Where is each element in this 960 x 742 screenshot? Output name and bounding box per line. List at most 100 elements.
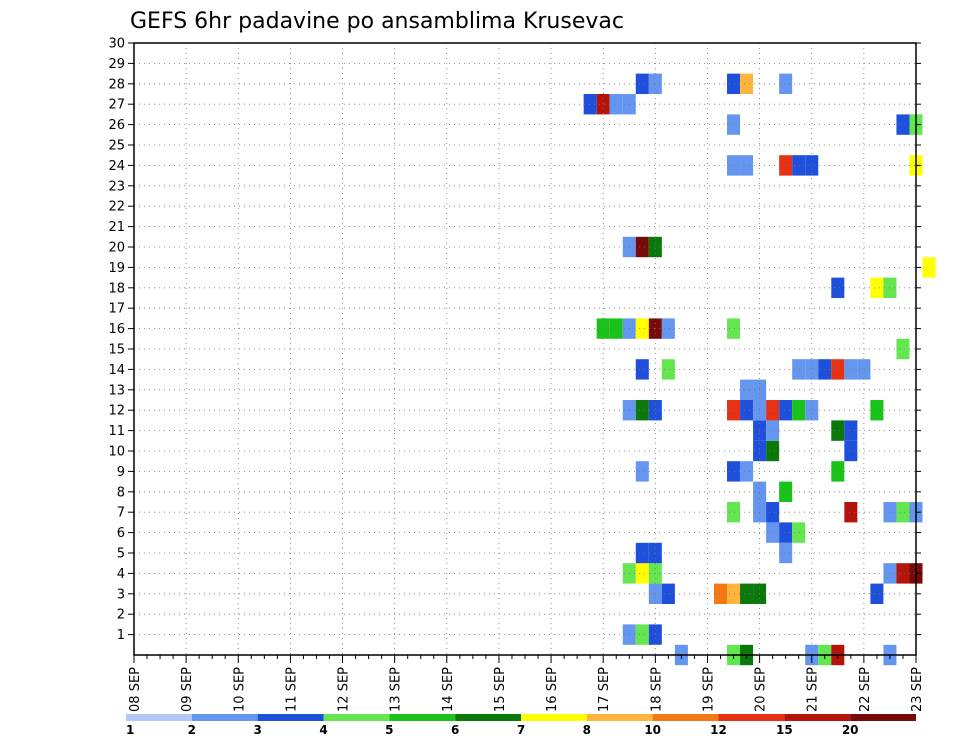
precip-cell (596, 94, 610, 115)
precip-cell (727, 318, 741, 339)
x-tick-label: 18 SEP (649, 667, 664, 712)
x-tick-label: 22 SEP (858, 667, 873, 712)
colorbar-label: 6 (451, 723, 459, 737)
precip-cell (779, 400, 793, 421)
y-tick-label: 17 (108, 302, 125, 317)
precip-cell (740, 155, 754, 176)
y-tick-label: 4 (117, 567, 125, 582)
y-tick-label: 24 (108, 159, 125, 174)
y-tick-label: 23 (108, 179, 125, 194)
precip-cell (661, 318, 675, 339)
precip-cell (635, 359, 649, 380)
y-tick-label: 22 (108, 200, 125, 215)
precip-cell (740, 461, 754, 482)
x-tick-label: 13 SEP (389, 667, 404, 712)
x-tick-label: 21 SEP (806, 667, 821, 712)
precip-cell (792, 400, 806, 421)
precip-cell (727, 583, 741, 604)
precip-cell (896, 338, 910, 360)
precip-cell (648, 624, 662, 645)
x-tick-label: 12 SEP (337, 667, 352, 712)
precip-cell (727, 114, 741, 135)
precip-cell (779, 522, 793, 543)
x-tick-label: 14 SEP (441, 667, 456, 712)
precip-cell (609, 318, 623, 339)
precip-cell (870, 400, 884, 421)
colorbar-segment (257, 714, 324, 721)
x-axis: 08 SEP 09 SEP 10 SEP 11 SEP 12 SEP 13 SEP 14 S… (128, 655, 925, 712)
precip-cell (896, 502, 910, 523)
x-tick-label: 17 SEP (597, 667, 612, 712)
colorbar-segment (191, 714, 258, 721)
y-tick-label: 5 (117, 547, 125, 562)
colorbar-segment (586, 714, 653, 721)
precip-cell (661, 359, 675, 380)
colorbar-label: 3 (253, 723, 261, 737)
precip-cell (635, 73, 649, 94)
y-tick-label: 10 (108, 445, 125, 460)
precip-cell (635, 461, 649, 482)
colorbar-label: 15 (776, 723, 793, 737)
colorbar-segment (389, 714, 456, 721)
precip-cell (792, 522, 806, 543)
precip-cell (779, 542, 793, 564)
y-tick-label: 20 (108, 241, 125, 256)
x-tick-label: 11 SEP (284, 667, 299, 712)
precip-cell (740, 583, 754, 604)
precip-cell (831, 359, 845, 380)
precip-cell (635, 563, 649, 584)
x-tick-label: 08 SEP (128, 667, 143, 712)
precip-cell (766, 440, 780, 462)
x-tick-label: 15 SEP (493, 667, 508, 712)
precip-cell (635, 624, 649, 645)
colorbar-label: 7 (517, 723, 525, 737)
colorbar-label: 2 (188, 723, 196, 737)
y-tick-label: 3 (117, 587, 125, 602)
y-tick-label: 1 (117, 628, 125, 643)
y-tick-label: 28 (108, 77, 125, 92)
y-tick-label: 8 (117, 485, 125, 500)
y-tick-label: 11 (108, 424, 125, 439)
x-tick-label: 09 SEP (180, 667, 195, 712)
precip-cell (792, 359, 806, 380)
y-tick-label: 9 (117, 465, 125, 480)
precip-cell (805, 359, 819, 380)
y-tick-label: 13 (108, 383, 125, 398)
precip-cell (870, 277, 884, 298)
precip-cell (844, 420, 858, 441)
precip-cell (727, 502, 741, 523)
precip-cell (727, 73, 741, 94)
precip-cell (805, 155, 819, 176)
cells-layer (583, 73, 936, 666)
colorbar-segment (323, 714, 390, 721)
colorbar-segment (521, 714, 587, 721)
precip-cell (727, 400, 741, 421)
precip-cell (779, 155, 793, 176)
y-tick-label: 21 (108, 220, 125, 235)
colorbar-segment (718, 714, 785, 721)
y-tick-label: 2 (117, 608, 125, 623)
precip-cell (844, 440, 858, 462)
precip-cell (740, 379, 754, 400)
precip-cell (661, 583, 675, 604)
precip-cell (857, 359, 871, 380)
precip-cell (922, 257, 936, 278)
precip-cell (831, 420, 845, 441)
colorbar-segment (126, 714, 192, 721)
precip-cell (766, 522, 780, 543)
colorbar-segment (652, 714, 719, 721)
precip-cell (727, 155, 741, 176)
y-tick-label: 19 (108, 261, 125, 276)
gridlines (134, 43, 917, 655)
y-axis: 1234567891011121314151617181920212223242… (108, 37, 921, 643)
precip-cell (583, 94, 597, 115)
precip-cell (870, 583, 884, 604)
precip-cell (896, 114, 910, 135)
precip-cell (792, 155, 806, 176)
precip-cell (648, 400, 662, 421)
y-tick-label: 30 (108, 37, 125, 52)
colorbar-segment (850, 714, 916, 721)
colorbar-label: 4 (319, 723, 327, 737)
precip-cell (740, 400, 754, 421)
